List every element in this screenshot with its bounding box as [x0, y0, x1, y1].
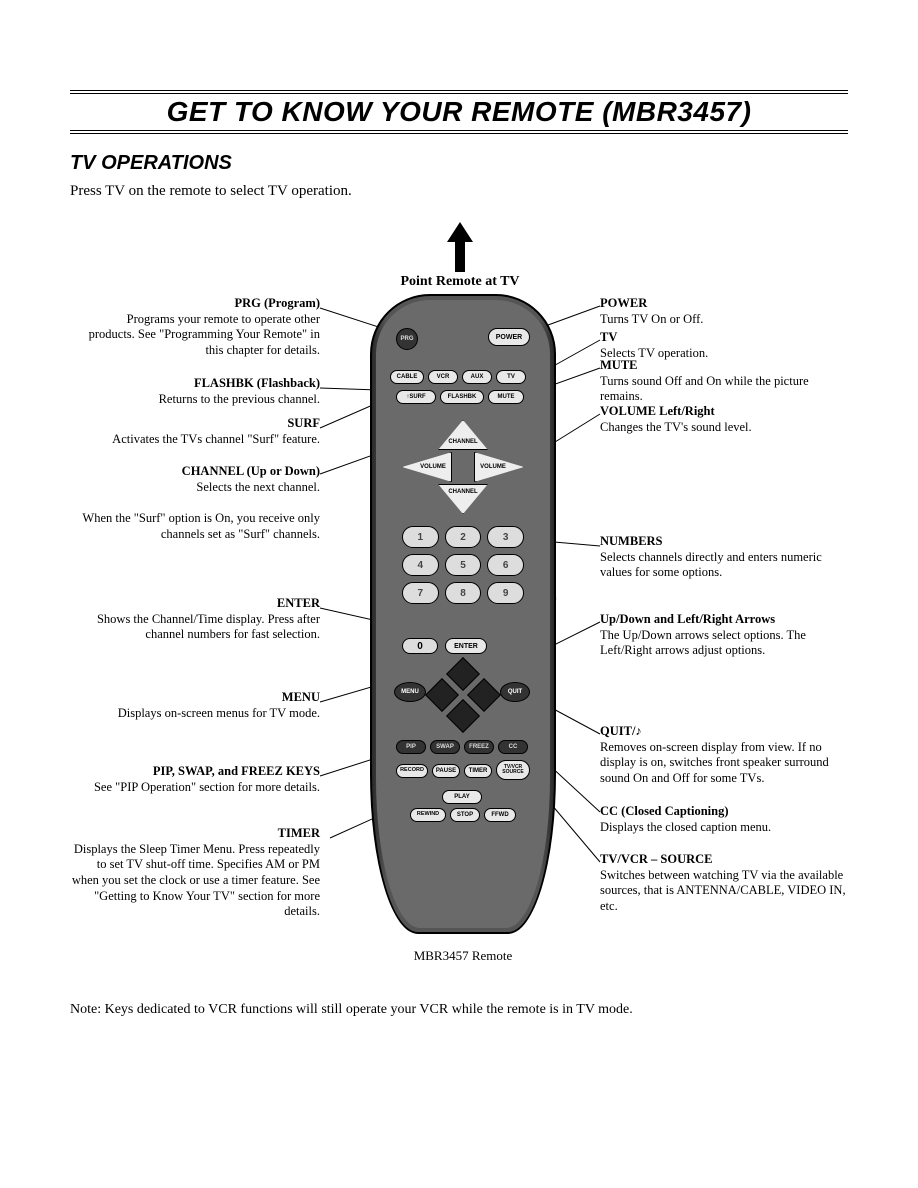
channel-down-button: CHANNEL [438, 484, 488, 514]
callout-left: TIMERDisplays the Sleep Timer Menu. Pres… [70, 826, 320, 920]
callout-left: MENUDisplays on-screen menus for TV mode… [80, 690, 320, 721]
callout-right: POWERTurns TV On or Off. [600, 296, 830, 327]
prg-button: PRG [396, 328, 418, 350]
num-7-button: 7 [402, 582, 439, 604]
play-button: PLAY [442, 790, 482, 804]
pause-button: PAUSE [432, 764, 460, 778]
freez-button: FREEZ [464, 740, 494, 754]
cable-button: CABLE [390, 370, 424, 384]
stop-button: STOP [450, 808, 480, 822]
callout-right: QUIT/♪Removes on-screen display from vie… [600, 724, 860, 787]
num-1-button: 1 [402, 526, 439, 548]
arrow-cluster [430, 664, 496, 730]
quit-button: QUIT [500, 682, 530, 702]
num-8-button: 8 [445, 582, 482, 604]
remote-body: PRG POWER CABLE VCR AUX TV ↑SURF FLASHBK… [370, 294, 556, 934]
num-5-button: 5 [445, 554, 482, 576]
callout-left: FLASHBK (Flashback)Returns to the previo… [80, 376, 320, 407]
arrow-down-button [446, 699, 480, 733]
callout-right: TV/VCR – SOURCESwitches between watching… [600, 852, 850, 915]
num-6-button: 6 [487, 554, 524, 576]
callout-left: PRG (Program)Programs your remote to ope… [80, 296, 320, 359]
arrow-right-button [467, 678, 501, 712]
callout-right: MUTETurns sound Off and On while the pic… [600, 358, 850, 405]
surf-button: ↑SURF [396, 390, 436, 404]
intro-text: Press TV on the remote to select TV oper… [70, 183, 848, 200]
callout-right: VOLUME Left/RightChanges the TV's sound … [600, 404, 830, 435]
mute-button: MUTE [488, 390, 524, 404]
number-pad: 123 456 789 [402, 526, 524, 604]
tv-button: TV [496, 370, 526, 384]
power-button: POWER [488, 328, 530, 346]
page-title: GET TO KNOW YOUR REMOTE (MBR3457) [70, 96, 848, 128]
callout-right: CC (Closed Captioning)Displays the close… [600, 804, 840, 835]
timer-button: TIMER [464, 764, 492, 778]
channel-volume-cluster: CHANNEL CHANNEL VOLUME VOLUME [408, 422, 518, 512]
num-4-button: 4 [402, 554, 439, 576]
footnote: Note: Keys dedicated to VCR functions wi… [70, 1002, 848, 1018]
menu-button: MENU [394, 682, 426, 702]
num-2-button: 2 [445, 526, 482, 548]
ffwd-button: FFWD [484, 808, 516, 822]
vcr-button: VCR [428, 370, 458, 384]
rewind-button: REWIND [410, 808, 446, 822]
callout-left: SURFActivates the TVs channel "Surf" fea… [80, 416, 320, 447]
callout-right: TVSelects TV operation. [600, 330, 830, 361]
cc-button: CC [498, 740, 528, 754]
num-9-button: 9 [487, 582, 524, 604]
volume-right-button: VOLUME [474, 452, 524, 482]
record-button: RECORD [396, 764, 428, 778]
callout-left: ENTERShows the Channel/Time display. Pre… [80, 596, 320, 643]
pip-button: PIP [396, 740, 426, 754]
callout-right: NUMBERSSelects channels directly and ent… [600, 534, 840, 581]
swap-button: SWAP [430, 740, 460, 754]
callout-left: CHANNEL (Up or Down)Selects the next cha… [80, 464, 320, 542]
aux-button: AUX [462, 370, 492, 384]
source-button: TV/VCR SOURCE [496, 760, 530, 780]
volume-left-button: VOLUME [402, 452, 452, 482]
remote-caption: MBR3457 Remote [370, 948, 556, 964]
zero-button: 0 [402, 638, 438, 654]
remote-diagram: Point Remote at TV PRG POWER CABLE VCR A… [70, 212, 850, 952]
channel-up-button: CHANNEL [438, 420, 488, 450]
title-bar: GET TO KNOW YOUR REMOTE (MBR3457) [70, 90, 848, 134]
num-3-button: 3 [487, 526, 524, 548]
callout-right: Up/Down and Left/Right ArrowsThe Up/Down… [600, 612, 850, 659]
callout-left: PIP, SWAP, and FREEZ KEYSSee "PIP Operat… [80, 764, 320, 795]
enter-button: ENTER [445, 638, 487, 654]
flashbk-button: FLASHBK [440, 390, 484, 404]
section-subtitle: TV OPERATIONS [70, 152, 848, 175]
